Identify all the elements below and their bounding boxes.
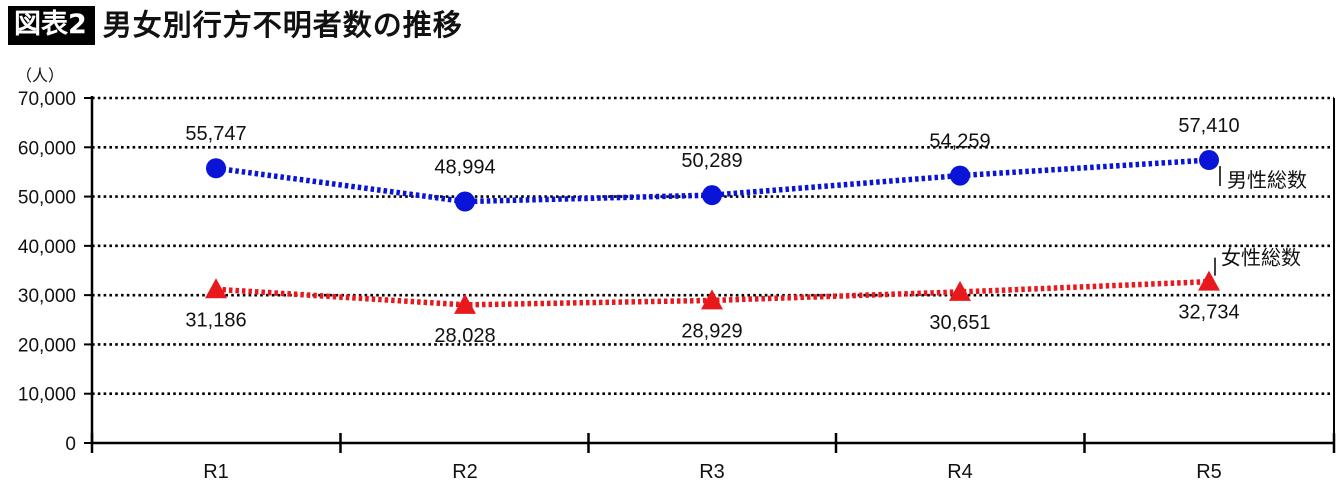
- axes: 0 10,000 20,000 30,000 40,000 50,000 60,000 70,…: [18, 89, 1336, 483]
- data-label: 28,028: [434, 325, 495, 347]
- series-name-label: 男性総数: [1227, 169, 1307, 192]
- gridlines: [92, 96, 1334, 396]
- data-label: 54,259: [929, 131, 990, 153]
- x-tick-label: R5: [1196, 461, 1222, 483]
- chart-title: 男女別行方不明者数の推移: [102, 8, 463, 42]
- data-point: [702, 185, 722, 206]
- y-tick-label: 60,000: [18, 138, 76, 159]
- y-tick-label: 50,000: [18, 188, 76, 209]
- data-label: 30,651: [929, 312, 990, 334]
- data-label: 50,289: [681, 150, 742, 172]
- data-label: 55,747: [185, 123, 246, 145]
- y-tick-label: 20,000: [18, 335, 76, 356]
- data-point: [950, 165, 970, 186]
- data-label: 31,186: [185, 309, 246, 331]
- data-point: [1198, 270, 1220, 291]
- data-label: 32,734: [1178, 302, 1239, 324]
- data-labels: 55,747 48,994 50,289 54,259 57,410 男性総数 31,186…: [185, 115, 1307, 347]
- data-label: 57,410: [1178, 115, 1239, 137]
- y-tick-label: 40,000: [18, 237, 76, 258]
- figure-badge: 図表2: [8, 5, 95, 45]
- x-tick-label: R4: [947, 461, 973, 483]
- y-unit-label: （人）: [16, 66, 65, 85]
- y-tick-label: 0: [65, 434, 76, 455]
- data-point: [1199, 150, 1219, 171]
- data-point: [454, 293, 476, 314]
- data-point: [701, 289, 723, 310]
- data-point: [455, 191, 475, 212]
- data-point: [206, 158, 226, 179]
- x-tick-label: R1: [203, 461, 229, 483]
- data-point: [205, 278, 227, 299]
- data-label: 48,994: [434, 157, 495, 179]
- data-label: 28,929: [681, 320, 742, 342]
- y-tick-label: 70,000: [18, 89, 76, 110]
- x-tick-label: R3: [699, 461, 725, 483]
- series: [205, 150, 1220, 314]
- x-tick-label: R2: [452, 461, 478, 483]
- title-row: 図表2 男女別行方不明者数の推移: [8, 5, 463, 45]
- y-tick-label: 30,000: [18, 286, 76, 307]
- y-tick-label: 10,000: [18, 385, 76, 406]
- series-name-label: 女性総数: [1221, 247, 1301, 270]
- data-point: [949, 280, 971, 301]
